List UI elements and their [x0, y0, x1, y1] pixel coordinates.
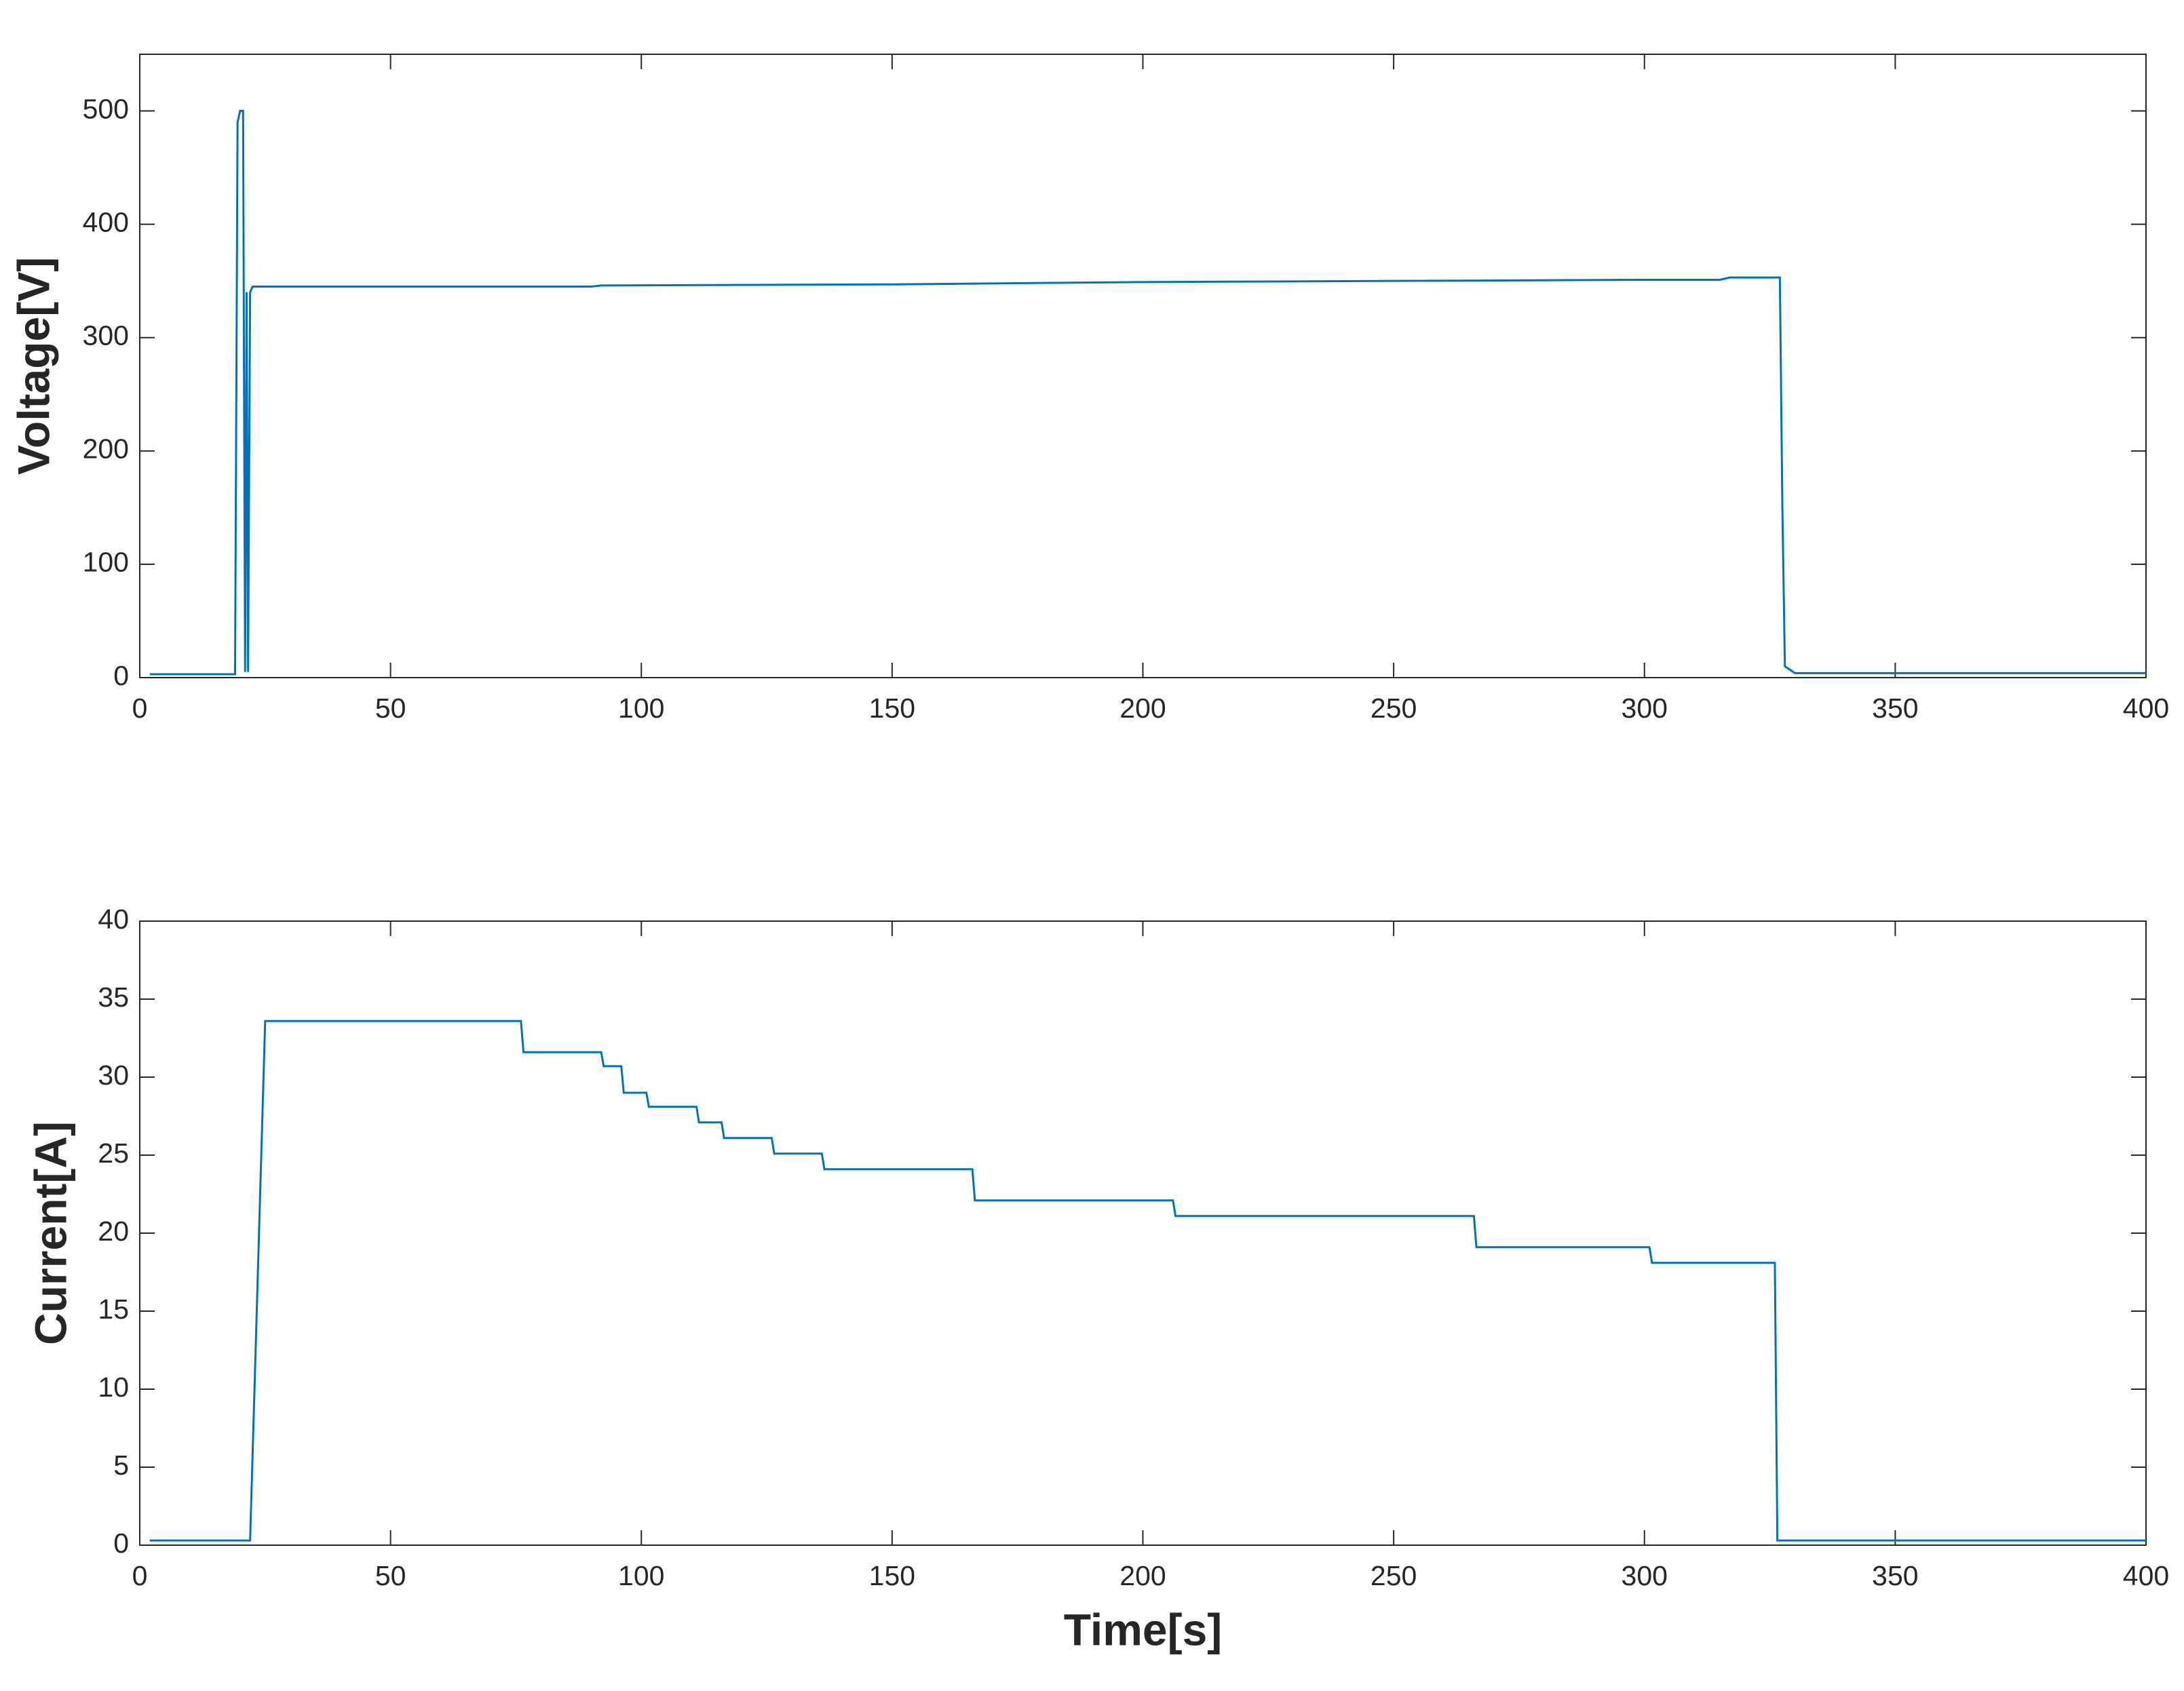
x-tick-label: 0	[132, 693, 148, 724]
y-tick-label: 400	[83, 206, 129, 237]
x-tick-label: 300	[1622, 693, 1668, 724]
y-tick-label: 20	[98, 1216, 129, 1247]
y-tick-label: 5	[113, 1450, 129, 1481]
x-axis-label: Time[s]	[1064, 1604, 1223, 1654]
y-tick-label: 0	[113, 1528, 129, 1559]
y-axis-label: Voltage[V]	[8, 257, 58, 475]
y-tick-label: 200	[83, 433, 129, 465]
data-line	[149, 110, 2146, 676]
x-tick-label: 150	[869, 1560, 915, 1591]
x-tick-label: 250	[1371, 693, 1417, 724]
x-tick-label: 200	[1119, 693, 1166, 724]
x-tick-label: 400	[2123, 693, 2169, 724]
plot-area	[139, 920, 2147, 1546]
plot-area	[139, 54, 2147, 678]
y-tick-label: 10	[98, 1372, 129, 1403]
y-tick-label: 300	[83, 320, 129, 351]
x-tick-label: 400	[2123, 1560, 2169, 1591]
x-tick-label: 300	[1622, 1560, 1668, 1591]
y-tick-label: 500	[83, 93, 129, 124]
x-tick-label: 100	[618, 693, 664, 724]
x-tick-label: 0	[132, 1560, 148, 1591]
y-tick-label: 15	[98, 1294, 129, 1325]
x-tick-label: 150	[869, 693, 915, 724]
y-tick-label: 40	[98, 903, 129, 935]
x-tick-label: 200	[1119, 1560, 1166, 1591]
x-tick-label: 50	[375, 693, 406, 724]
x-tick-label: 350	[1872, 693, 1918, 724]
x-tick-label: 100	[618, 1560, 664, 1591]
y-tick-label: 25	[98, 1138, 129, 1169]
data-line	[149, 1019, 2146, 1542]
y-tick-label: 100	[83, 547, 129, 578]
y-axis-label: Current[A]	[25, 1121, 75, 1345]
y-tick-label: 35	[98, 981, 129, 1013]
x-tick-label: 250	[1371, 1560, 1417, 1591]
x-tick-label: 50	[375, 1560, 406, 1591]
x-tick-label: 350	[1872, 1560, 1918, 1591]
y-tick-label: 30	[98, 1060, 129, 1091]
y-tick-label: 0	[113, 660, 129, 691]
